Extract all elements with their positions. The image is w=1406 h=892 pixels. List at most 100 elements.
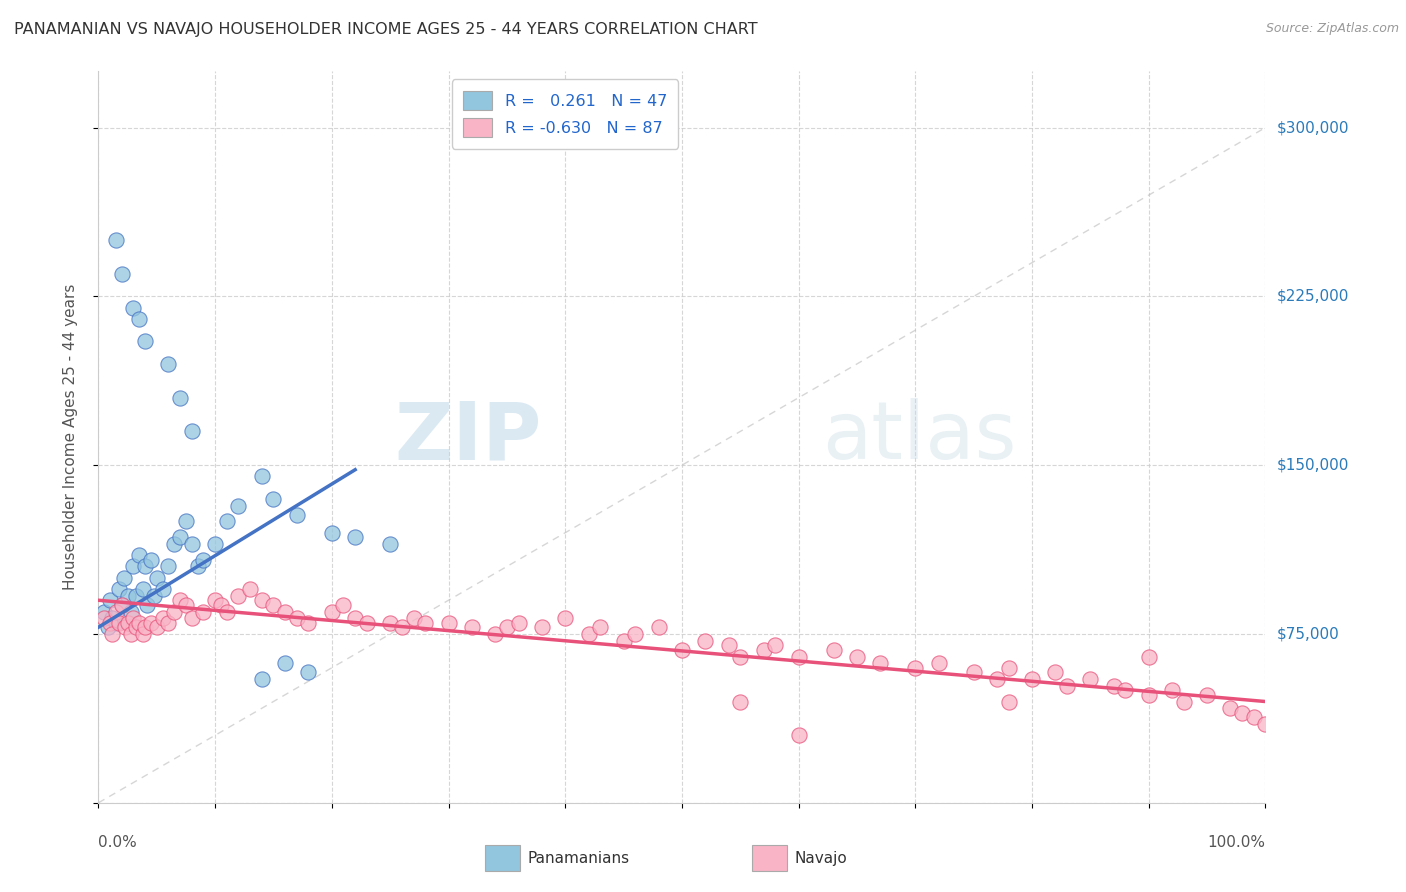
Point — [344, 530, 367, 544]
Point — [101, 611, 124, 625]
Point — [193, 605, 215, 619]
Text: atlas: atlas — [823, 398, 1017, 476]
Point — [169, 593, 191, 607]
Point — [111, 598, 134, 612]
Point — [1161, 683, 1184, 698]
Point — [122, 611, 145, 625]
Point — [717, 638, 740, 652]
Point — [98, 615, 121, 630]
Point — [356, 615, 378, 630]
Point — [108, 615, 131, 630]
Point — [391, 620, 413, 634]
Point — [228, 499, 250, 513]
Point — [180, 425, 202, 439]
Point — [437, 615, 460, 630]
Point — [997, 694, 1019, 708]
Point — [180, 537, 202, 551]
Point — [495, 620, 517, 634]
Point — [671, 642, 693, 657]
Point — [262, 598, 284, 612]
Point — [1080, 672, 1102, 686]
Point — [193, 553, 215, 567]
Text: 100.0%: 100.0% — [1208, 836, 1265, 850]
Point — [530, 620, 553, 634]
Point — [461, 620, 484, 634]
Text: ZIP: ZIP — [395, 398, 541, 476]
Point — [97, 620, 120, 634]
Point — [1243, 710, 1265, 724]
Point — [228, 589, 250, 603]
Point — [146, 571, 169, 585]
Point — [117, 615, 139, 630]
Text: $225,000: $225,000 — [1277, 289, 1348, 304]
Point — [132, 582, 155, 596]
Point — [845, 649, 868, 664]
Point — [1102, 679, 1125, 693]
Point — [215, 515, 238, 529]
Text: Panamanians: Panamanians — [527, 851, 630, 865]
Point — [763, 638, 786, 652]
Point — [695, 633, 717, 648]
Point — [1195, 688, 1218, 702]
Point — [163, 605, 186, 619]
Point — [297, 665, 319, 680]
Point — [589, 620, 612, 634]
Point — [1230, 706, 1253, 720]
Point — [146, 620, 169, 634]
Point — [730, 694, 752, 708]
Point — [297, 615, 319, 630]
Point — [128, 615, 150, 630]
Point — [122, 301, 145, 315]
Point — [104, 605, 127, 619]
Point — [624, 627, 647, 641]
Text: 0.0%: 0.0% — [98, 836, 138, 850]
Point — [174, 515, 197, 529]
Point — [134, 559, 156, 574]
Point — [1219, 701, 1241, 715]
Point — [262, 491, 284, 506]
Point — [128, 312, 150, 326]
Point — [787, 728, 810, 742]
Point — [101, 627, 124, 641]
Point — [285, 611, 308, 625]
Point — [125, 620, 148, 634]
Point — [869, 657, 891, 671]
Point — [120, 627, 142, 641]
Point — [169, 391, 191, 405]
Point — [163, 537, 186, 551]
Point — [114, 620, 136, 634]
Text: PANAMANIAN VS NAVAJO HOUSEHOLDER INCOME AGES 25 - 44 YEARS CORRELATION CHART: PANAMANIAN VS NAVAJO HOUSEHOLDER INCOME … — [14, 22, 758, 37]
Point — [578, 627, 600, 641]
Point — [132, 627, 155, 641]
Point — [612, 633, 634, 648]
Point — [250, 469, 273, 483]
Point — [1114, 683, 1136, 698]
Point — [139, 553, 162, 567]
Text: Navajo: Navajo — [794, 851, 848, 865]
Point — [730, 649, 752, 664]
Point — [413, 615, 436, 630]
Point — [122, 559, 145, 574]
Point — [117, 589, 139, 603]
Point — [904, 661, 927, 675]
Legend: R =   0.261   N = 47, R = -0.630   N = 87: R = 0.261 N = 47, R = -0.630 N = 87 — [453, 79, 678, 149]
Point — [274, 605, 297, 619]
Point — [402, 611, 425, 625]
Point — [378, 615, 402, 630]
Point — [215, 605, 238, 619]
Point — [250, 593, 273, 607]
Point — [1021, 672, 1043, 686]
Point — [962, 665, 984, 680]
Point — [508, 615, 530, 630]
Point — [180, 611, 202, 625]
Text: $150,000: $150,000 — [1277, 458, 1348, 473]
Point — [647, 620, 669, 634]
Point — [752, 642, 775, 657]
Point — [986, 672, 1008, 686]
Point — [93, 611, 115, 625]
Point — [285, 508, 308, 522]
Point — [1056, 679, 1078, 693]
Point — [152, 582, 174, 596]
Text: $75,000: $75,000 — [1277, 626, 1340, 641]
Point — [321, 525, 343, 540]
